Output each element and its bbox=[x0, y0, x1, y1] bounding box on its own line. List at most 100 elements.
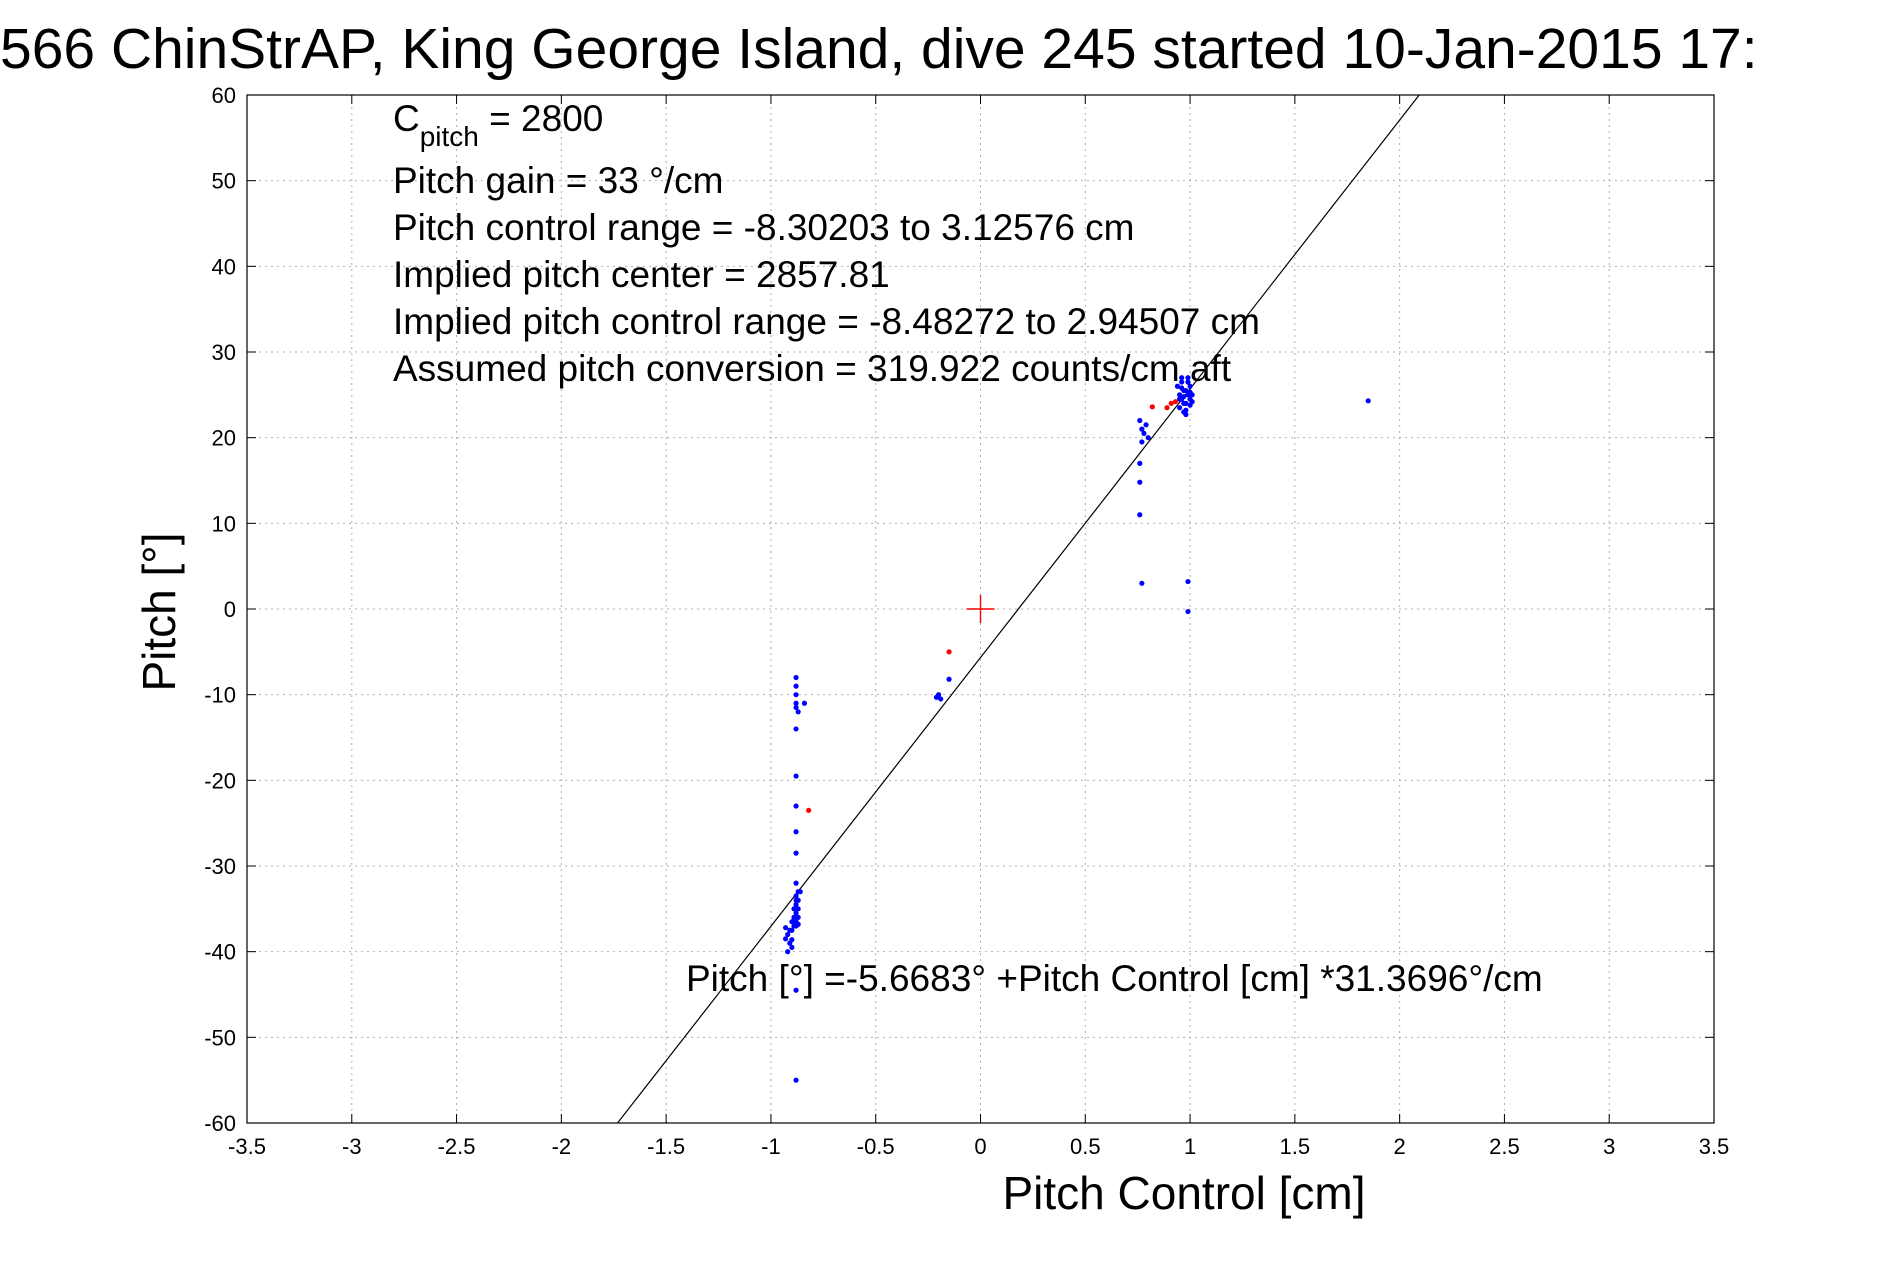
data-point bbox=[1179, 375, 1185, 381]
y-tick-label: -60 bbox=[204, 1111, 236, 1136]
data-point bbox=[793, 683, 799, 689]
data-point bbox=[793, 829, 799, 835]
data-point bbox=[1137, 512, 1143, 518]
data-point bbox=[793, 910, 799, 916]
y-tick-label: 0 bbox=[224, 597, 236, 622]
data-point bbox=[1164, 405, 1170, 411]
x-tick-label: 0 bbox=[974, 1134, 986, 1159]
annotation-c-pitch-main: C bbox=[393, 98, 420, 139]
data-point bbox=[793, 1077, 799, 1083]
data-point bbox=[793, 700, 799, 706]
y-tick-label: 10 bbox=[212, 511, 236, 536]
annotation-pitch-gain: Pitch gain = 33 °/cm bbox=[393, 160, 724, 201]
data-point bbox=[1139, 439, 1145, 445]
x-tick-label: 0.5 bbox=[1070, 1134, 1101, 1159]
data-point bbox=[793, 880, 799, 886]
x-tick-label: -0.5 bbox=[857, 1134, 895, 1159]
y-tick-label: 50 bbox=[212, 169, 236, 194]
data-point bbox=[1183, 400, 1189, 406]
x-tick-label: -3 bbox=[342, 1134, 362, 1159]
annotation-c-pitch-value: = 2800 bbox=[479, 98, 603, 139]
data-point bbox=[793, 674, 799, 681]
data-point bbox=[806, 807, 812, 813]
annotation-pitch-control-range: Pitch control range = -8.30203 to 3.1257… bbox=[393, 207, 1135, 248]
x-axis-label: Pitch Control [cm] bbox=[1003, 1167, 1366, 1219]
y-tick-label: -10 bbox=[204, 683, 236, 708]
y-tick-label: -20 bbox=[204, 768, 236, 793]
data-point bbox=[1179, 385, 1185, 391]
y-axis-ticks: -60 -50 -40 -30 -20 -10 0 10 20 30 40 50 60 bbox=[204, 83, 1714, 1136]
data-point bbox=[1145, 435, 1151, 441]
y-tick-label: 20 bbox=[212, 426, 236, 451]
data-point bbox=[1183, 407, 1189, 413]
data-point bbox=[1187, 389, 1193, 395]
x-tick-label: 2 bbox=[1394, 1134, 1406, 1159]
data-point bbox=[1187, 383, 1193, 389]
data-point bbox=[1365, 398, 1371, 404]
data-point bbox=[793, 704, 799, 711]
data-point bbox=[1176, 392, 1183, 398]
data-point bbox=[793, 692, 799, 698]
data-point bbox=[793, 893, 799, 899]
data-point bbox=[1172, 399, 1179, 405]
x-tick-label: 1.5 bbox=[1280, 1134, 1311, 1159]
data-point bbox=[793, 987, 799, 993]
y-tick-label: 30 bbox=[212, 340, 236, 365]
center-marker-layer bbox=[966, 595, 995, 623]
data-point bbox=[1176, 396, 1183, 402]
data-point bbox=[789, 937, 795, 943]
data-point bbox=[795, 906, 801, 912]
data-point bbox=[795, 914, 801, 921]
data-point bbox=[793, 850, 799, 856]
data-point bbox=[1185, 375, 1191, 381]
data-point bbox=[793, 803, 799, 809]
data-point bbox=[1176, 405, 1183, 411]
data-point bbox=[785, 931, 791, 938]
data-point bbox=[1174, 383, 1181, 389]
data-point bbox=[938, 696, 944, 702]
data-point bbox=[789, 919, 795, 925]
x-tick-label: 1 bbox=[1184, 1134, 1196, 1159]
data-point bbox=[789, 944, 795, 950]
data-point bbox=[801, 700, 808, 706]
y-tick-label: -30 bbox=[204, 854, 236, 879]
fit-equation: Pitch [°] =-5.6683° +Pitch Control [cm] … bbox=[686, 958, 1543, 999]
data-point bbox=[791, 906, 797, 912]
data-point bbox=[787, 927, 793, 933]
x-tick-label: 3.5 bbox=[1699, 1134, 1730, 1159]
data-point bbox=[1141, 430, 1147, 436]
data-point bbox=[1189, 399, 1195, 405]
data-point bbox=[1137, 460, 1143, 466]
x-tick-label: -1.5 bbox=[647, 1134, 685, 1159]
x-tick-label: -1 bbox=[761, 1134, 781, 1159]
data-point bbox=[782, 936, 789, 942]
data-point bbox=[1143, 422, 1149, 428]
annotation-implied-pitch-center: Implied pitch center = 2857.81 bbox=[393, 254, 890, 295]
data-point bbox=[1139, 580, 1145, 586]
x-tick-label: -3.5 bbox=[228, 1134, 266, 1159]
y-axis-label: Pitch [°] bbox=[133, 532, 185, 691]
x-tick-label: 2.5 bbox=[1489, 1134, 1520, 1159]
data-point bbox=[782, 925, 789, 931]
annotation-implied-pitch-control-range: Implied pitch control range = -8.48272 t… bbox=[393, 301, 1260, 342]
data-point bbox=[946, 649, 952, 655]
data-point bbox=[1137, 417, 1143, 424]
data-point bbox=[785, 949, 791, 955]
data-point bbox=[795, 921, 801, 927]
y-tick-label: 60 bbox=[212, 83, 236, 108]
x-tick-label: -2 bbox=[552, 1134, 572, 1159]
data-point bbox=[1168, 400, 1174, 406]
y-tick-label: 40 bbox=[212, 254, 236, 279]
data-point bbox=[791, 914, 797, 921]
data-point bbox=[1181, 393, 1187, 400]
annotation-assumed-pitch-conversion: Assumed pitch conversion = 319.922 count… bbox=[393, 348, 1232, 389]
annotation-c-pitch-subscript: pitch bbox=[420, 121, 479, 152]
data-point bbox=[1183, 411, 1189, 418]
x-tick-label: -2.5 bbox=[438, 1134, 476, 1159]
data-point bbox=[795, 709, 801, 715]
chart-title: 566 ChinStrAP, King George Island, dive … bbox=[0, 17, 1758, 81]
annotation-c-pitch: Cpitch = 2800 bbox=[393, 98, 603, 152]
data-point bbox=[1179, 379, 1185, 385]
data-point bbox=[793, 897, 799, 903]
